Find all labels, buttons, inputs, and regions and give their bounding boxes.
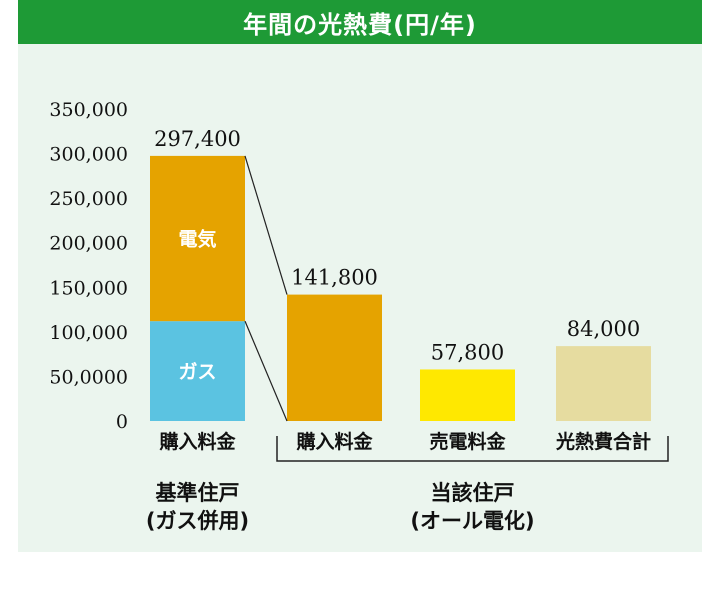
y-tick-label: 350,000	[49, 99, 128, 121]
bar-segment	[287, 294, 382, 421]
segment-label: 電気	[178, 228, 216, 251]
value-label: 84,000	[567, 317, 640, 341]
category-label: 売電料金	[429, 430, 506, 453]
category-label: 光熱費合計	[555, 430, 651, 453]
connector-line	[244, 320, 288, 422]
y-tick-label: 250,000	[49, 188, 128, 210]
bar-segment	[150, 321, 245, 421]
connector-line	[244, 155, 288, 295]
y-tick-label: 200,000	[49, 233, 128, 255]
value-label: 297,400	[154, 127, 241, 151]
y-tick-label: 300,000	[49, 144, 128, 166]
category-label: 購入料金	[296, 430, 373, 453]
bar-segment	[556, 346, 651, 421]
group-sublabel: (オール電化)	[410, 509, 534, 533]
y-tick-label: 50,0000	[49, 366, 128, 388]
group-bracket	[276, 436, 669, 462]
group-label: 当該住戸	[431, 481, 515, 505]
y-tick-label: 150,000	[49, 277, 128, 299]
group-label: 基準住戸	[156, 481, 240, 505]
bar-segment	[420, 369, 515, 421]
group-sublabel: (ガス併用)	[146, 509, 249, 533]
value-label: 141,800	[291, 266, 378, 290]
chart-title: 年間の光熱費(円/年)	[18, 0, 702, 44]
y-tick-label: 0	[116, 411, 128, 433]
y-tick-label: 100,000	[49, 322, 128, 344]
value-label: 57,800	[431, 340, 504, 364]
segment-label: ガス	[178, 361, 216, 383]
bar-segment	[150, 155, 245, 322]
category-label: 購入料金	[159, 430, 236, 453]
